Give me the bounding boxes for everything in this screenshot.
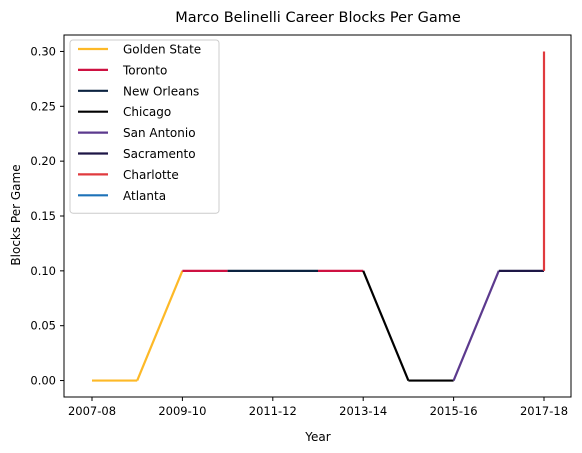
series-line-san-antonio [452, 270, 500, 381]
legend-label-chicago: Chicago [123, 105, 171, 119]
x-axis-label: Year [304, 430, 330, 444]
series-line-golden-state [136, 270, 184, 381]
x-tick-label: 2015-16 [430, 404, 478, 418]
y-axis-label: Blocks Per Game [9, 164, 23, 265]
legend-label-toronto: Toronto [122, 63, 167, 77]
legend-label-san-antonio: San Antonio [123, 126, 196, 140]
y-tick-label: 0.20 [30, 154, 56, 168]
legend-label-new-orleans: New Orleans [123, 84, 199, 98]
x-tick-label: 2011-12 [249, 404, 297, 418]
legend-label-atlanta: Atlanta [123, 189, 166, 203]
chart-title: Marco Belinelli Career Blocks Per Game [175, 10, 461, 26]
y-tick-label: 0.30 [30, 44, 56, 58]
y-tick-label: 0.05 [30, 319, 56, 333]
x-tick-label: 2013-14 [339, 404, 387, 418]
legend-label-charlotte: Charlotte [123, 168, 179, 182]
legend-label-golden-state: Golden State [123, 43, 201, 57]
x-tick-label: 2007-08 [68, 404, 116, 418]
axes: 2007-08 2009-10 2011-12 2013-14 2015-16 2017-… [30, 34, 572, 418]
legend: Golden State Toronto New Orleans Chicago San… [69, 39, 220, 214]
y-tick-label: 0.15 [30, 209, 56, 223]
series-line-chicago [362, 270, 410, 381]
x-tick-label: 2009-10 [158, 404, 206, 418]
y-tick-label: 0.25 [30, 99, 56, 113]
legend-label-sacramento: Sacramento [123, 147, 196, 161]
legend-box [69, 39, 220, 214]
y-tick-label: 0.00 [30, 374, 56, 388]
x-tick-label: 2017-18 [520, 404, 568, 418]
y-tick-label: 0.10 [30, 264, 56, 278]
plot-lines [92, 51, 546, 382]
